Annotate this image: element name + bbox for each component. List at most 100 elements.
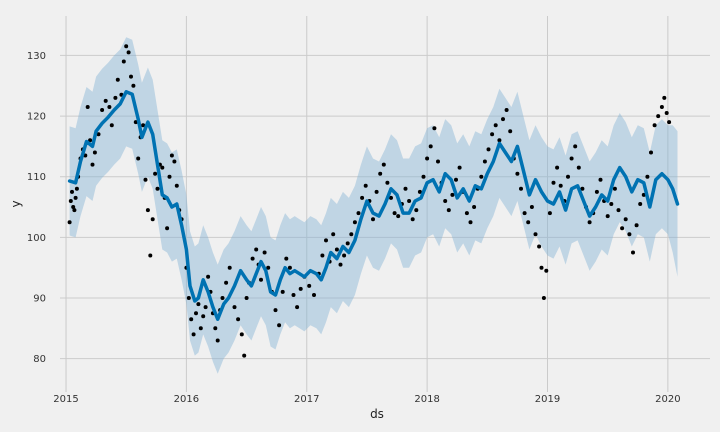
data-point xyxy=(239,332,244,337)
data-point xyxy=(113,95,118,100)
data-point xyxy=(529,205,534,209)
data-point xyxy=(381,162,386,167)
data-point xyxy=(428,144,433,149)
data-point xyxy=(224,280,229,285)
data-point xyxy=(284,256,289,261)
data-point xyxy=(213,326,218,331)
data-point xyxy=(659,105,664,109)
data-point xyxy=(160,165,165,170)
data-point xyxy=(220,296,225,300)
data-point xyxy=(71,205,76,209)
data-point xyxy=(155,186,160,191)
data-point xyxy=(417,189,422,194)
data-point xyxy=(421,174,426,179)
data-point xyxy=(72,208,77,213)
data-point xyxy=(656,114,661,119)
data-point xyxy=(201,314,206,319)
data-point xyxy=(186,296,191,300)
data-point xyxy=(501,117,505,122)
data-point xyxy=(457,165,462,170)
data-point xyxy=(482,159,487,164)
data-point xyxy=(129,74,133,79)
data-point xyxy=(493,123,498,128)
data-point xyxy=(392,211,397,216)
data-point xyxy=(450,192,455,197)
data-point xyxy=(324,238,328,243)
data-point xyxy=(432,126,437,131)
data-point xyxy=(90,162,95,167)
data-point xyxy=(266,265,271,270)
x-tick-label: 2020 xyxy=(655,394,680,405)
data-point xyxy=(254,247,259,252)
data-point xyxy=(486,147,491,152)
data-point xyxy=(539,265,544,270)
data-point xyxy=(153,171,158,176)
y-tick-label: 130 xyxy=(27,51,46,62)
tick-labels: 80 90 100 110 120 130 2015 2016 2017 2018 2019 2020 xyxy=(27,51,681,405)
data-point xyxy=(551,180,556,185)
data-point xyxy=(189,317,194,322)
x-tick-label: 2018 xyxy=(414,394,439,405)
data-point xyxy=(215,338,220,343)
data-point xyxy=(262,250,267,255)
data-point xyxy=(378,171,383,176)
data-point xyxy=(616,208,621,213)
data-point xyxy=(172,159,177,164)
data-point xyxy=(464,211,469,216)
data-point xyxy=(232,305,237,310)
x-tick-label: 2019 xyxy=(535,394,560,405)
data-point xyxy=(242,353,247,358)
data-point xyxy=(352,220,357,225)
data-point xyxy=(70,189,74,194)
data-point xyxy=(555,165,560,170)
data-point xyxy=(410,217,415,222)
data-point xyxy=(307,283,312,288)
x-tick-label: 2017 xyxy=(294,394,319,405)
data-point xyxy=(334,247,339,252)
data-point xyxy=(312,293,316,297)
data-point xyxy=(174,183,179,188)
data-point xyxy=(623,217,628,222)
data-point xyxy=(587,220,592,225)
data-point xyxy=(331,232,336,237)
data-point xyxy=(627,232,632,237)
data-point xyxy=(92,150,97,155)
data-point xyxy=(342,253,347,258)
y-axis-title: y xyxy=(9,200,23,207)
data-point xyxy=(631,250,635,255)
data-point xyxy=(295,305,300,310)
x-axis-title: ds xyxy=(370,407,384,421)
data-point xyxy=(169,153,174,158)
data-point xyxy=(298,286,303,291)
data-point xyxy=(349,232,354,237)
data-point xyxy=(522,211,527,216)
data-point xyxy=(131,83,136,88)
data-point xyxy=(468,220,473,225)
data-point xyxy=(85,105,90,109)
data-point xyxy=(67,220,72,225)
data-point xyxy=(446,208,451,213)
data-point xyxy=(167,174,172,179)
data-point xyxy=(143,177,148,182)
data-point xyxy=(148,253,153,258)
data-point xyxy=(573,144,578,149)
data-point xyxy=(236,317,241,322)
data-point xyxy=(609,202,614,206)
data-point xyxy=(74,186,79,191)
data-point xyxy=(244,296,249,300)
data-point xyxy=(526,220,531,225)
data-point xyxy=(320,253,325,258)
data-point xyxy=(277,323,282,328)
data-point xyxy=(645,174,650,179)
data-point xyxy=(479,174,484,179)
data-point xyxy=(96,132,101,137)
data-point xyxy=(472,205,477,209)
data-point xyxy=(165,226,170,231)
data-point xyxy=(141,123,146,128)
data-point xyxy=(363,183,368,188)
data-point xyxy=(374,189,379,194)
data-point xyxy=(103,98,108,103)
data-point xyxy=(259,277,263,282)
data-point xyxy=(652,123,657,128)
